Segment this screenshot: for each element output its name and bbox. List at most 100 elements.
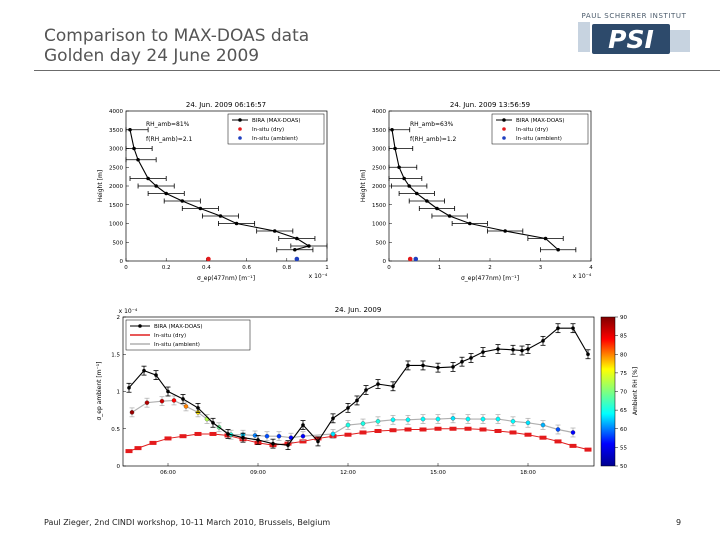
chart2-xtick-label: 4 — [589, 265, 593, 271]
chart-profile-afternoon: 24. Jun. 2009 13:56:59 Height [m] σ_ep(4… — [360, 101, 593, 282]
chart2-ambient-point — [413, 256, 419, 262]
chart2-ytick-label: 0 — [383, 259, 387, 265]
chart3-bira-point — [406, 363, 410, 368]
chart1-ytick-label: 500 — [113, 240, 124, 246]
chart3-title: 24. Jun. 2009 — [335, 306, 382, 314]
chart3-ambient-point — [171, 398, 177, 403]
chart2-dry-point — [407, 256, 413, 262]
chart3-dry-point — [479, 427, 487, 432]
chart3-ambient-point — [345, 422, 351, 428]
chart3-bira-point — [364, 388, 368, 392]
chart2-legend-bira: BIRA (MAX-DOAS) — [516, 118, 565, 124]
chart3-ambient-point — [540, 422, 546, 428]
chart1-bira-point — [295, 236, 299, 241]
chart3-legend-dry: In-situ (dry) — [154, 333, 186, 339]
chart3-ytick-label: 0 — [117, 464, 121, 470]
chart2-ytick-label: 4000 — [372, 109, 386, 115]
chart2-annotation-f: f(RH_amb)=1.2 — [410, 136, 457, 143]
colorbar-tick-label: 65 — [620, 408, 627, 414]
chart3-ambient-point — [570, 430, 576, 435]
chart3-ambient-point — [465, 416, 471, 422]
chart2-ytick-label: 3000 — [372, 147, 386, 153]
chart3-dry-point — [344, 432, 352, 437]
chart1-ytick-label: 2500 — [109, 165, 123, 171]
chart2-bira-point — [407, 184, 412, 188]
chart3-dry-point — [134, 446, 142, 451]
chart1-bira-line — [129, 129, 311, 251]
chart3-dry-point — [209, 431, 217, 436]
chart3-ambient-point — [495, 416, 501, 422]
logo-mark-text: PSI — [608, 25, 654, 54]
chart2-x-exponent: x 10⁻⁴ — [573, 273, 592, 280]
chart1-ytick-label: 0 — [120, 259, 124, 265]
chart3-dry-point — [164, 436, 172, 441]
chart1-xtick-label: 0.6 — [242, 265, 251, 271]
chart1-bira-point — [128, 127, 132, 132]
chart3-bira-point — [355, 398, 359, 403]
chart2-annotation-rh: RH_amb=63% — [410, 121, 454, 128]
chart3-dry-point — [449, 426, 457, 431]
chart3-bira-point — [256, 438, 260, 442]
chart3-ylabel: σ_ep ambient [m⁻¹] — [96, 361, 103, 420]
title-line-1: Comparison to MAX-DOAS data — [44, 26, 310, 46]
chart3-ambient-point — [555, 427, 561, 432]
chart3-bira-point — [166, 389, 170, 394]
colorbar-tick-label: 55 — [620, 445, 627, 451]
chart1-bira-point — [234, 221, 239, 226]
chart1-ambient-point — [294, 256, 300, 262]
chart1-ytick-label: 2000 — [109, 184, 123, 190]
chart-profile-morning: 24. Jun. 2009 06:16:57 Height [m] σ_ep(4… — [97, 101, 329, 282]
chart2-bira-point — [556, 247, 560, 252]
chart1-bira-point — [272, 229, 277, 233]
chart3-bira-point — [520, 348, 524, 353]
chart1-bira-point — [136, 157, 140, 162]
chart3-y-exponent: x 10⁻⁴ — [119, 308, 138, 315]
chart3-ambient-point — [390, 417, 396, 423]
chart2-ytick-label: 3500 — [372, 128, 386, 134]
logo-text: PAUL SCHERRER INSTITUT — [581, 12, 687, 20]
chart2-ylabel: Height [m] — [360, 170, 367, 202]
colorbar-tick-label: 90 — [620, 315, 627, 321]
chart1-bira-point — [146, 176, 150, 181]
chart3-xtick-label: 12:00 — [340, 470, 356, 476]
chart3-dry-point — [584, 447, 592, 452]
chart3-bira-point — [511, 347, 515, 352]
chart1-bira-point — [218, 214, 223, 218]
chart3-ambient-point — [144, 400, 150, 405]
colorbar-tick-label: 85 — [620, 334, 627, 340]
chart3-bira-point — [241, 435, 245, 440]
psi-logo: PAUL SCHERRER INSTITUT PSI — [578, 12, 690, 58]
chart3-bira-point — [436, 365, 440, 370]
chart3-bira-point — [526, 347, 530, 351]
chart3-bira-point — [541, 339, 545, 343]
chart3-bira-point — [460, 359, 464, 364]
chart1-annotation-rh: RH_amb=81% — [146, 121, 190, 128]
chart1-ytick-label: 3000 — [109, 147, 123, 153]
chart3-dry-point — [374, 428, 382, 433]
chart1-xtick-label: 0.2 — [162, 265, 171, 271]
chart3-xtick-label: 09:00 — [250, 470, 266, 476]
chart1-bira-point — [180, 199, 185, 203]
chart3-dry-point — [419, 427, 427, 432]
chart3-dry-point — [569, 443, 577, 448]
chart3-ambient-point — [159, 398, 165, 404]
chart3-bira-point — [181, 397, 185, 401]
chart1-legend-ambient: In-situ (ambient) — [252, 136, 298, 142]
chart3-bira-point — [451, 365, 455, 369]
chart2-ytick-label: 2500 — [372, 165, 386, 171]
chart3-legend-ambient: In-situ (ambient) — [154, 342, 200, 348]
chart1-xtick-label: 0.8 — [282, 265, 291, 271]
chart3-dry-point — [434, 426, 442, 431]
chart1-title: 24. Jun. 2009 06:16:57 — [186, 101, 266, 109]
chart3-ambient-point — [375, 419, 381, 424]
chart3-ambient-point — [525, 420, 531, 426]
chart3-dry-point — [125, 449, 133, 454]
chart3-dry-point — [299, 439, 307, 444]
chart2-title: 24. Jun. 2009 13:56:59 — [450, 101, 530, 109]
chart3-ambient-point — [480, 416, 486, 422]
chart2-legend: BIRA (MAX-DOAS) In-situ (dry) In-situ (a… — [491, 113, 589, 145]
chart1-legend-dry: In-situ (dry) — [252, 127, 284, 133]
chart2-bira-point — [468, 221, 472, 226]
chart3-dry-point — [404, 427, 412, 432]
chart2-bira-point — [435, 206, 439, 211]
